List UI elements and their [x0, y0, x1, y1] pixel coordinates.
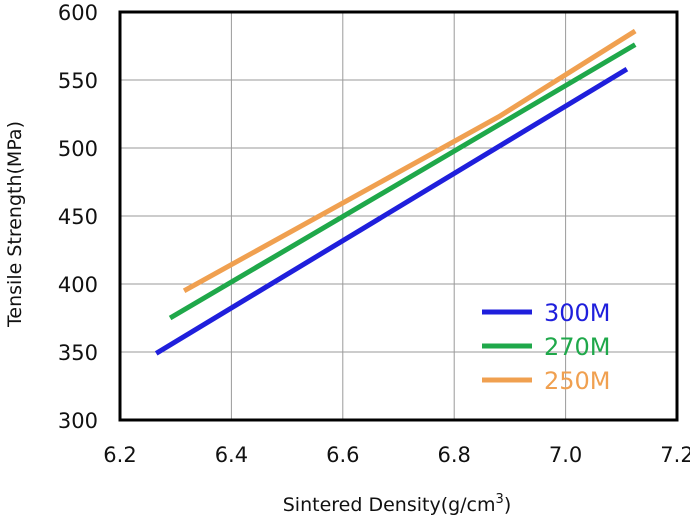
y-tick-label: 450: [58, 205, 98, 229]
legend-label-270m: 270M: [544, 333, 611, 361]
x-tick-label: 6.4: [215, 443, 248, 467]
x-tick-label: 6.2: [103, 443, 136, 467]
x-tick-label: 6.6: [326, 443, 359, 467]
x-tick-label: 7.2: [660, 443, 690, 467]
x-tick-label: 6.8: [437, 443, 470, 467]
y-axis-title: Tensile Strength(MPa): [4, 121, 26, 328]
series-line-270m: [168, 42, 637, 321]
y-tick-label: 600: [58, 1, 98, 25]
legend: 300M 270M 250M: [482, 299, 611, 395]
tick-labels: 6.2 6.4 6.6 6.8 7.0 7.2 300 350 400 450 500 550 600: [58, 1, 690, 467]
plot-frame: [118, 10, 679, 422]
x-tick-label: 7.0: [549, 443, 582, 467]
legend-label-300m: 300M: [544, 299, 611, 327]
y-tick-label: 400: [58, 273, 98, 297]
y-tick-label: 350: [58, 341, 98, 365]
legend-label-250m: 250M: [544, 367, 611, 395]
y-tick-label: 500: [58, 137, 98, 161]
y-tick-label: 300: [58, 409, 98, 433]
series-line-250m: [182, 28, 637, 293]
series-line-300m: [154, 66, 629, 356]
series-layer: [154, 28, 637, 356]
x-axis-title: Sintered Density(g/cm3): [283, 492, 511, 516]
y-tick-label: 550: [58, 69, 98, 93]
